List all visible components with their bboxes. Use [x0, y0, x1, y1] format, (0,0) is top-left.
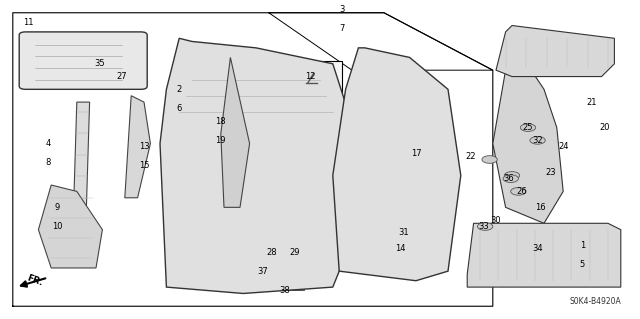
Text: 24: 24: [558, 142, 568, 151]
Polygon shape: [125, 96, 150, 198]
Text: 4: 4: [45, 139, 51, 148]
Circle shape: [511, 188, 526, 195]
Text: 6: 6: [177, 104, 182, 113]
Text: 16: 16: [536, 203, 546, 212]
Text: 31: 31: [398, 228, 408, 237]
Text: 28: 28: [267, 248, 277, 256]
Text: 34: 34: [532, 244, 543, 253]
Text: 25: 25: [523, 123, 533, 132]
Polygon shape: [38, 185, 102, 268]
Polygon shape: [74, 102, 90, 207]
Bar: [253, 278, 269, 287]
Text: 36: 36: [504, 174, 514, 183]
Text: 8: 8: [45, 158, 51, 167]
Bar: [402, 144, 434, 166]
Circle shape: [520, 124, 536, 131]
Text: FR.: FR.: [26, 274, 45, 288]
Text: 13: 13: [139, 142, 149, 151]
FancyBboxPatch shape: [19, 32, 147, 89]
Text: 26: 26: [516, 187, 527, 196]
Text: 18: 18: [216, 117, 226, 126]
Text: 2: 2: [177, 85, 182, 94]
Text: 1: 1: [580, 241, 585, 250]
Polygon shape: [496, 26, 614, 77]
Text: 5: 5: [580, 260, 585, 269]
Text: 20: 20: [600, 123, 610, 132]
Text: 9: 9: [55, 203, 60, 212]
Text: 32: 32: [532, 136, 543, 145]
Circle shape: [482, 156, 497, 163]
Text: 30: 30: [491, 216, 501, 225]
Text: 37: 37: [257, 267, 268, 276]
Text: 38: 38: [280, 286, 290, 295]
Text: 11: 11: [24, 18, 34, 27]
Text: 27: 27: [116, 72, 127, 81]
Circle shape: [504, 172, 520, 179]
Circle shape: [477, 223, 493, 230]
Bar: [275, 249, 301, 265]
Text: 15: 15: [139, 161, 149, 170]
Text: 12: 12: [305, 72, 316, 81]
Bar: [278, 271, 304, 290]
Circle shape: [503, 175, 518, 182]
Text: 35: 35: [94, 59, 104, 68]
Text: 22: 22: [465, 152, 476, 161]
Polygon shape: [493, 64, 563, 223]
Bar: [278, 61, 342, 105]
Polygon shape: [333, 48, 461, 281]
Circle shape: [530, 137, 545, 144]
Text: 19: 19: [216, 136, 226, 145]
Text: 29: 29: [289, 248, 300, 256]
Polygon shape: [160, 38, 358, 293]
Text: 14: 14: [395, 244, 405, 253]
Text: S0K4-B4920A: S0K4-B4920A: [569, 297, 621, 306]
Bar: [256, 249, 275, 262]
Text: 7: 7: [340, 24, 345, 33]
Polygon shape: [467, 223, 621, 287]
Text: 17: 17: [411, 149, 421, 158]
Text: 23: 23: [545, 168, 556, 177]
Text: 3: 3: [340, 5, 345, 14]
Text: 33: 33: [478, 222, 488, 231]
Polygon shape: [221, 57, 250, 207]
Text: 21: 21: [587, 98, 597, 107]
Text: 10: 10: [52, 222, 63, 231]
